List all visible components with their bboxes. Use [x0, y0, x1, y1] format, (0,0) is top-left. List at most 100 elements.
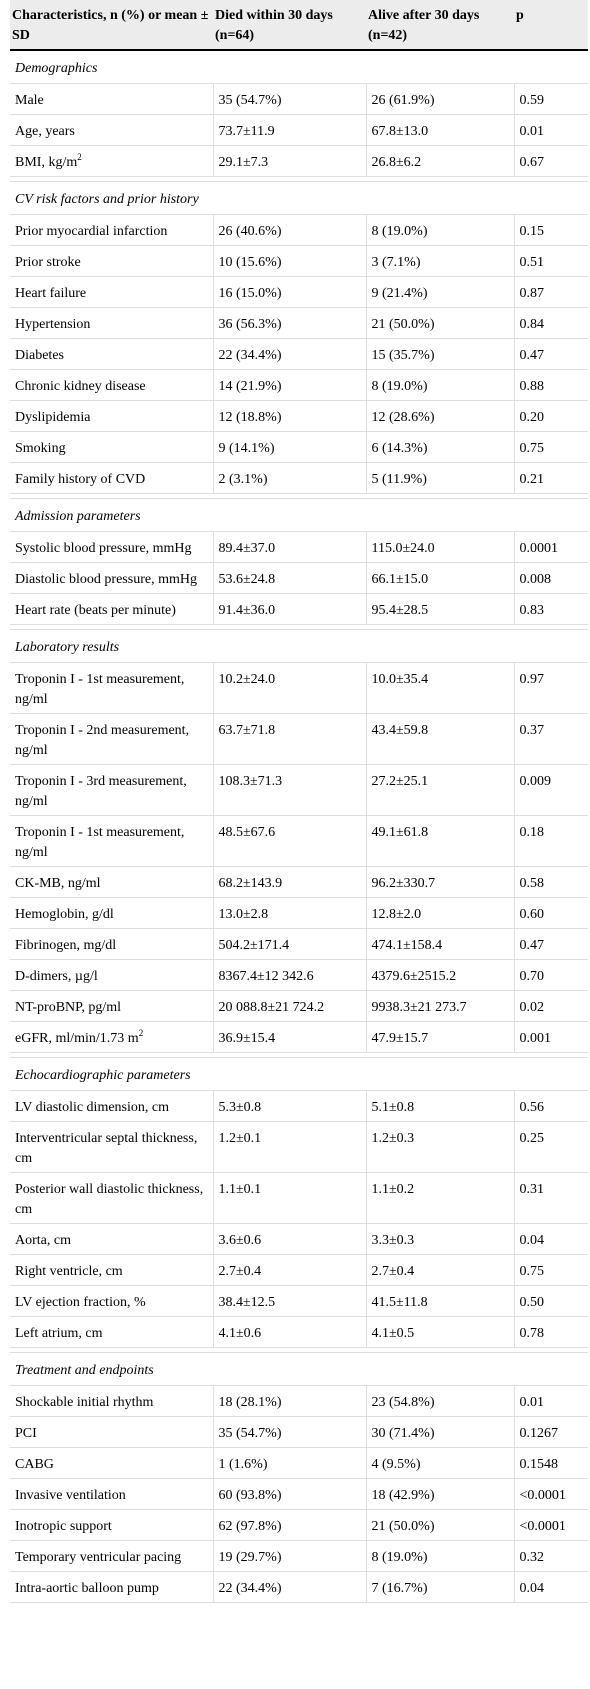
p-value-cell: 0.04 [513, 1223, 588, 1255]
section-header-row: Treatment and endpoints [10, 1352, 588, 1386]
characteristic-cell: Heart failure [10, 276, 213, 308]
p-value-cell: 0.009 [513, 764, 588, 816]
table-row: eGFR, ml/min/1.73 m2 36.9±15.4 47.9±15.7 0.… [10, 1021, 588, 1053]
table-row: Prior stroke 10 (15.6%) 3 (7.1%) 0.51 [10, 245, 588, 277]
section-spacer [10, 176, 588, 182]
table-row: Systolic blood pressure, mmHg 89.4±37.0 11… [10, 531, 588, 563]
died-value-cell: 62 (97.8%) [212, 1509, 366, 1541]
characteristic-cell: Systolic blood pressure, mmHg [10, 531, 213, 563]
table-row: Invasive ventilation 60 (93.8%) 18 (42.9%)… [10, 1478, 588, 1510]
table-row: Right ventricle, cm 2.7±0.4 2.7±0.4 0.75 [10, 1254, 588, 1286]
characteristic-cell: Posterior wall diastolic thickness, cm [10, 1172, 213, 1224]
section-header-row: CV risk factors and prior history [10, 181, 588, 215]
characteristic-label: Hypertension [15, 317, 91, 332]
spacer-cell [10, 624, 588, 630]
section-title: CV risk factors and prior history [10, 181, 588, 215]
characteristic-cell: Troponin I - 1st measurement, ng/ml [10, 815, 213, 867]
table-container: Characteristics, n (%) or mean ± SD Died… [10, 0, 588, 1603]
characteristic-label: Invasive ventilation [15, 1488, 126, 1503]
characteristic-label: Prior myocardial infarction [15, 224, 168, 239]
alive-value-cell: 4 (9.5%) [365, 1447, 514, 1479]
section-spacer [10, 493, 588, 499]
characteristic-cell: Invasive ventilation [10, 1478, 213, 1510]
p-value-cell: 0.20 [513, 400, 588, 432]
p-value-cell: 0.37 [513, 713, 588, 765]
table-row: Diastolic blood pressure, mmHg 53.6±24.8 6… [10, 562, 588, 594]
p-value-cell: 0.75 [513, 431, 588, 463]
header-row: Characteristics, n (%) or mean ± SD Died… [10, 0, 588, 51]
died-value-cell: 504.2±171.4 [212, 928, 366, 960]
spacer-cell [10, 1052, 588, 1058]
characteristic-label: Prior stroke [15, 255, 81, 270]
died-value-cell: 19 (29.7%) [212, 1540, 366, 1572]
section-header-row: Demographics [10, 50, 588, 84]
p-value-cell: 0.01 [513, 114, 588, 146]
characteristic-cell: Chronic kidney disease [10, 369, 213, 401]
died-value-cell: 20 088.8±21 724.2 [212, 990, 366, 1022]
table-row: D-dimers, µg/l 8367.4±12 342.6 4379.6±2515… [10, 959, 588, 991]
section-header-row: Laboratory results [10, 629, 588, 663]
table-row: Heart failure 16 (15.0%) 9 (21.4%) 0.87 [10, 276, 588, 308]
characteristic-cell: Prior stroke [10, 245, 213, 277]
characteristic-label: LV diastolic dimension, cm [15, 1100, 169, 1115]
p-value-cell: 0.88 [513, 369, 588, 401]
spacer-cell [10, 493, 588, 499]
died-value-cell: 1.2±0.1 [212, 1121, 366, 1173]
died-value-cell: 22 (34.4%) [212, 1571, 366, 1603]
alive-value-cell: 12.8±2.0 [365, 897, 514, 929]
table-row: BMI, kg/m2 29.1±7.3 26.8±6.2 0.67 [10, 145, 588, 177]
table-row: CABG 1 (1.6%) 4 (9.5%) 0.1548 [10, 1447, 588, 1479]
characteristic-cell: Interventricular septal thickness, cm [10, 1121, 213, 1173]
characteristic-cell: CABG [10, 1447, 213, 1479]
alive-value-cell: 5 (11.9%) [365, 462, 514, 494]
characteristic-label: Troponin I - 3rd measurement, ng/ml [15, 774, 187, 809]
characteristic-label: Diabetes [15, 348, 64, 363]
p-value-cell: 0.87 [513, 276, 588, 308]
characteristic-cell: PCI [10, 1416, 213, 1448]
table-row: Heart rate (beats per minute) 91.4±36.0 95… [10, 593, 588, 625]
alive-value-cell: 3.3±0.3 [365, 1223, 514, 1255]
table-row: NT-proBNP, pg/ml 20 088.8±21 724.2 9938.3±… [10, 990, 588, 1022]
section-spacer [10, 1052, 588, 1058]
p-value-cell: 0.1267 [513, 1416, 588, 1448]
table-row: Fibrinogen, mg/dl 504.2±171.4 474.1±158.4 0… [10, 928, 588, 960]
p-value-cell: 0.78 [513, 1316, 588, 1348]
characteristic-cell: Family history of CVD [10, 462, 213, 494]
p-value-cell: 0.21 [513, 462, 588, 494]
alive-value-cell: 4.1±0.5 [365, 1316, 514, 1348]
alive-value-cell: 96.2±330.7 [365, 866, 514, 898]
p-value-cell: 0.50 [513, 1285, 588, 1317]
died-value-cell: 18 (28.1%) [212, 1385, 366, 1417]
table-row: LV ejection fraction, % 38.4±12.5 41.5±11.… [10, 1285, 588, 1317]
table-row: Temporary ventricular pacing 19 (29.7%) 8 … [10, 1540, 588, 1572]
alive-value-cell: 18 (42.9%) [365, 1478, 514, 1510]
p-value-cell: 0.51 [513, 245, 588, 277]
p-value-cell: 0.32 [513, 1540, 588, 1572]
section-title: Echocardiographic parameters [10, 1057, 588, 1091]
died-value-cell: 16 (15.0%) [212, 276, 366, 308]
alive-value-cell: 6 (14.3%) [365, 431, 514, 463]
died-value-cell: 29.1±7.3 [212, 145, 366, 177]
characteristics-table: Characteristics, n (%) or mean ± SD Died… [10, 0, 588, 1603]
characteristic-cell: Right ventricle, cm [10, 1254, 213, 1286]
alive-value-cell: 115.0±24.0 [365, 531, 514, 563]
alive-value-cell: 5.1±0.8 [365, 1090, 514, 1122]
table-body: Demographics Male 35 (54.7%) 26 (61.9%) 0.59… [10, 50, 588, 1603]
unit-superscript: 2 [138, 1028, 144, 1038]
died-value-cell: 89.4±37.0 [212, 531, 366, 563]
section-spacer [10, 624, 588, 630]
characteristic-cell: Troponin I - 2nd measurement, ng/ml [10, 713, 213, 765]
alive-value-cell: 12 (28.6%) [365, 400, 514, 432]
table-row: Troponin I - 3rd measurement, ng/ml 108.3… [10, 764, 588, 816]
died-value-cell: 38.4±12.5 [212, 1285, 366, 1317]
p-value-cell: 0.0001 [513, 531, 588, 563]
characteristic-cell: Left atrium, cm [10, 1316, 213, 1348]
table-row: Posterior wall diastolic thickness, cm 1.… [10, 1172, 588, 1224]
characteristic-cell: LV ejection fraction, % [10, 1285, 213, 1317]
characteristic-label: Troponin I - 1st measurement, ng/ml [15, 672, 185, 707]
alive-value-cell: 66.1±15.0 [365, 562, 514, 594]
characteristic-cell: Shockable initial rhythm [10, 1385, 213, 1417]
p-value-cell: 0.58 [513, 866, 588, 898]
characteristic-label: Posterior wall diastolic thickness, cm [15, 1182, 204, 1217]
characteristic-label: Heart rate (beats per minute) [15, 603, 176, 618]
